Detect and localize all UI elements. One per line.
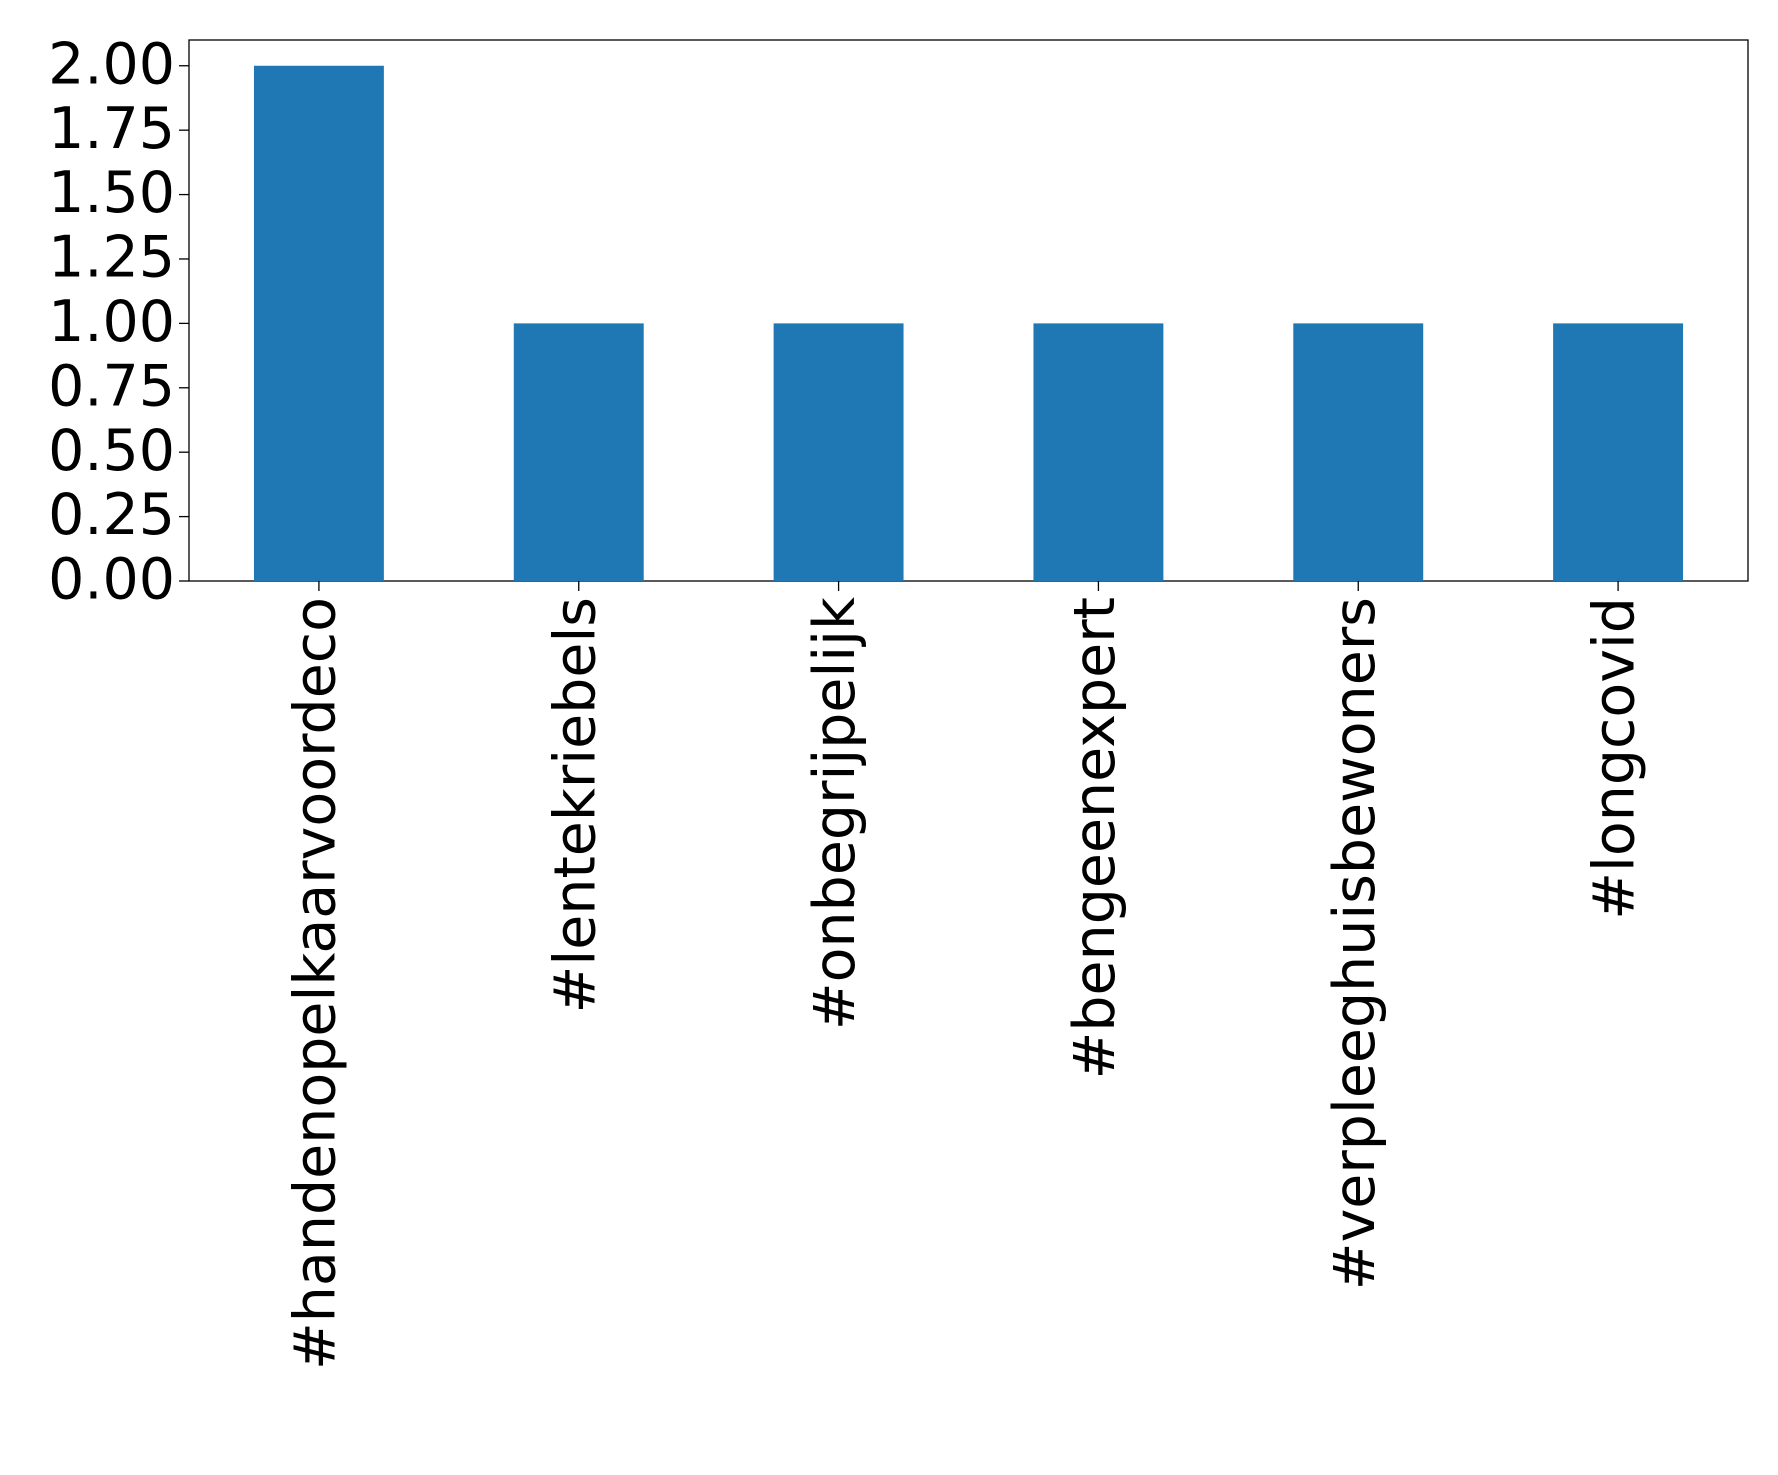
bar xyxy=(1033,323,1164,581)
y-tick-label: 0.50 xyxy=(48,418,175,484)
y-tick-label: 1.25 xyxy=(48,225,175,291)
bar xyxy=(513,323,644,581)
plot-frame xyxy=(188,39,1749,582)
y-tick-label: 1.00 xyxy=(48,289,175,355)
x-tick-label: #bengeenexpert xyxy=(1062,597,1128,1079)
x-tick-label: #handenopelkaarvoordeco xyxy=(283,597,349,1370)
x-tick-label: #lentekriebels xyxy=(542,597,608,1013)
y-tick-label: 1.50 xyxy=(48,160,175,226)
bar xyxy=(1293,323,1424,581)
x-tick-label: #longcovid xyxy=(1582,597,1648,920)
y-tick-label: 1.75 xyxy=(48,96,175,162)
x-tick-label: #onbegrijpelijk xyxy=(802,597,868,1030)
bar xyxy=(253,65,384,581)
y-tick-label: 2.00 xyxy=(48,31,175,97)
bar xyxy=(773,323,904,581)
x-tick-label: #verpleeghuisbewoners xyxy=(1322,597,1388,1290)
y-tick-label: 0.75 xyxy=(48,353,175,419)
y-tick-label: 0.25 xyxy=(48,482,175,548)
bar xyxy=(1553,323,1684,581)
y-tick-label: 0.00 xyxy=(48,547,175,613)
